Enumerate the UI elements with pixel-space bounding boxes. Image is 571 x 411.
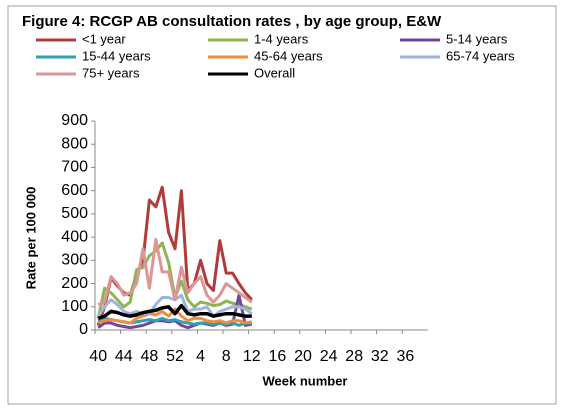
- x-tick-label: 32: [371, 348, 389, 365]
- legend-label: 1-4 years: [254, 31, 309, 46]
- series-line: [97, 307, 253, 325]
- y-tick-label: 800: [61, 135, 88, 152]
- series-line: [97, 303, 252, 321]
- x-tick-label: 24: [320, 348, 338, 365]
- y-tick-label: 500: [61, 205, 88, 222]
- x-tick-label: 4: [196, 348, 205, 365]
- y-tick-label: 300: [61, 252, 88, 269]
- x-tick-label: 40: [89, 348, 107, 365]
- y-tick-label: 200: [61, 275, 88, 292]
- x-tick-label: 12: [243, 348, 261, 365]
- legend-label: 45-64 years: [254, 48, 323, 63]
- chart-border: [7, 5, 557, 405]
- legend-label: 5-14 years: [446, 31, 508, 46]
- x-tick-label: 20: [294, 348, 312, 365]
- y-tick-label: 100: [61, 298, 88, 315]
- x-tick-label: 52: [166, 348, 184, 365]
- x-tick-label: 44: [115, 348, 133, 365]
- x-tick-label: 8: [222, 348, 231, 365]
- legend-label: 75+ years: [82, 65, 140, 80]
- x-tick-label: 36: [397, 348, 415, 365]
- y-axis-label: Rate per 100 000: [23, 187, 38, 290]
- y-tick-label: 700: [61, 159, 88, 176]
- y-tick-label: 600: [61, 182, 88, 199]
- legend-label: 15-44 years: [82, 48, 151, 63]
- legend-label: Overall: [254, 65, 295, 80]
- y-tick-label: 900: [61, 112, 88, 129]
- x-axis-label: Week number: [262, 373, 347, 388]
- y-tick-label: 400: [61, 228, 88, 245]
- series-line: [97, 237, 253, 306]
- x-tick-label: 16: [269, 348, 287, 365]
- y-tick-label: 0: [79, 321, 88, 338]
- legend-label: <1 year: [82, 31, 126, 46]
- legend-label: 65-74 years: [446, 48, 515, 63]
- chart-title: Figure 4: RCGP AB consultation rates , b…: [22, 13, 442, 30]
- x-tick-label: 28: [345, 348, 363, 365]
- x-tick-label: 48: [141, 348, 159, 365]
